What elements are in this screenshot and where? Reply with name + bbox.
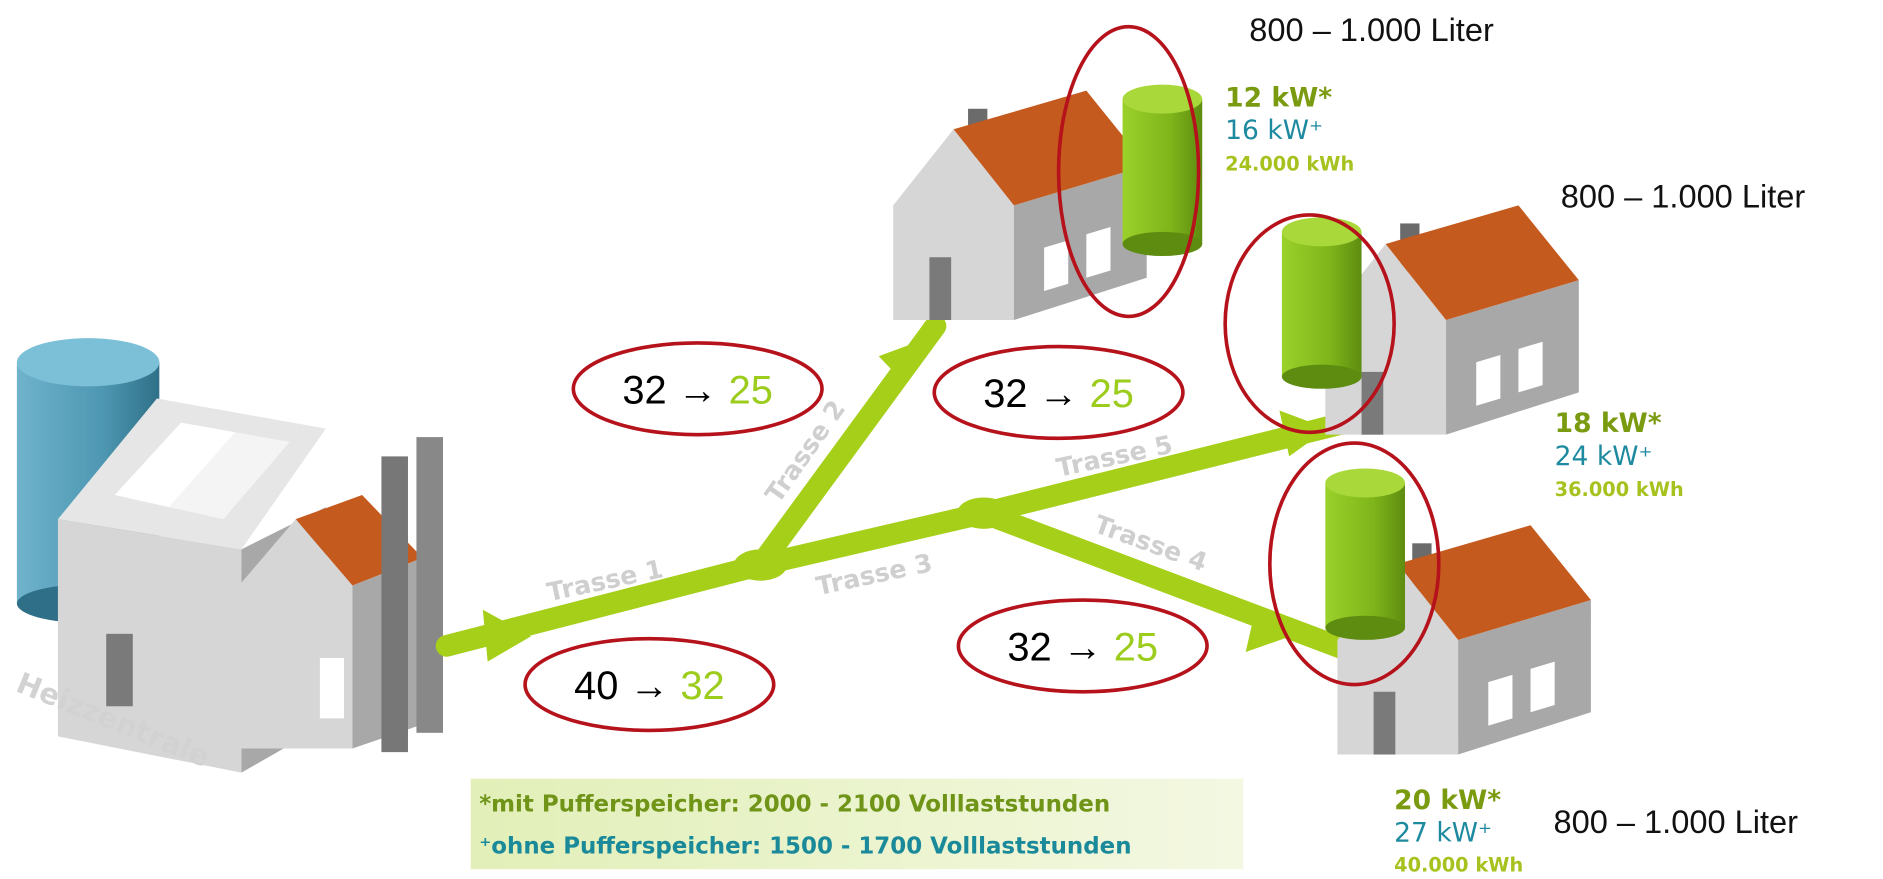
storage-tank xyxy=(1281,217,1362,389)
power-without-buffer: 16 kW⁺ xyxy=(1225,115,1323,146)
flow-label: 32 → 25 xyxy=(622,368,773,412)
flow-from: 32 xyxy=(1007,625,1051,669)
flow-to: 25 xyxy=(1090,372,1134,416)
flow-from: 32 xyxy=(983,372,1027,416)
flow-to: 25 xyxy=(1114,625,1158,669)
power-without-buffer: 24 kW⁺ xyxy=(1555,441,1653,472)
power-without-buffer: 27 kW⁺ xyxy=(1394,817,1492,848)
energy: 36.000 kWh xyxy=(1555,478,1684,501)
flow-label: 32 → 25 xyxy=(1007,625,1158,669)
heat-plant xyxy=(16,338,443,773)
flow-from: 40 xyxy=(574,664,618,708)
flow-from: 32 xyxy=(622,368,666,412)
flow-arrow: → xyxy=(629,664,669,708)
storage-label: 800 – 1.000 Liter xyxy=(1249,11,1494,48)
flow-ovals xyxy=(523,24,1441,733)
energy: 24.000 kWh xyxy=(1225,152,1354,175)
flow-arrow: → xyxy=(1039,372,1079,416)
legend-box xyxy=(470,778,1244,870)
power-with-buffer: 18 kW* xyxy=(1555,408,1662,439)
flow-to: 32 xyxy=(680,664,724,708)
power-with-buffer: 12 kW* xyxy=(1225,82,1332,113)
flow-arrow: → xyxy=(1063,625,1103,669)
flow-to: 25 xyxy=(729,368,773,412)
legend-line: ⁺ohne Pufferspeicher: 1500 - 1700 Vollla… xyxy=(479,834,1131,860)
storage-tank xyxy=(1122,84,1203,257)
energy: 40.000 kWh xyxy=(1394,854,1523,877)
house xyxy=(893,90,1147,321)
pipe-arrows xyxy=(482,344,1328,662)
flow-label: 40 → 32 xyxy=(574,664,725,708)
power-with-buffer: 20 kW* xyxy=(1394,785,1501,816)
flow-arrow: → xyxy=(678,368,718,412)
storage-label: 800 – 1.000 Liter xyxy=(1561,178,1806,215)
legend-line: *mit Pufferspeicher: 2000 - 2100 Volllas… xyxy=(479,791,1110,817)
flow-label: 32 → 25 xyxy=(983,372,1134,416)
storage-label: 800 – 1.000 Liter xyxy=(1553,803,1798,840)
pipes xyxy=(435,315,1381,663)
storage-tank xyxy=(1325,468,1406,640)
